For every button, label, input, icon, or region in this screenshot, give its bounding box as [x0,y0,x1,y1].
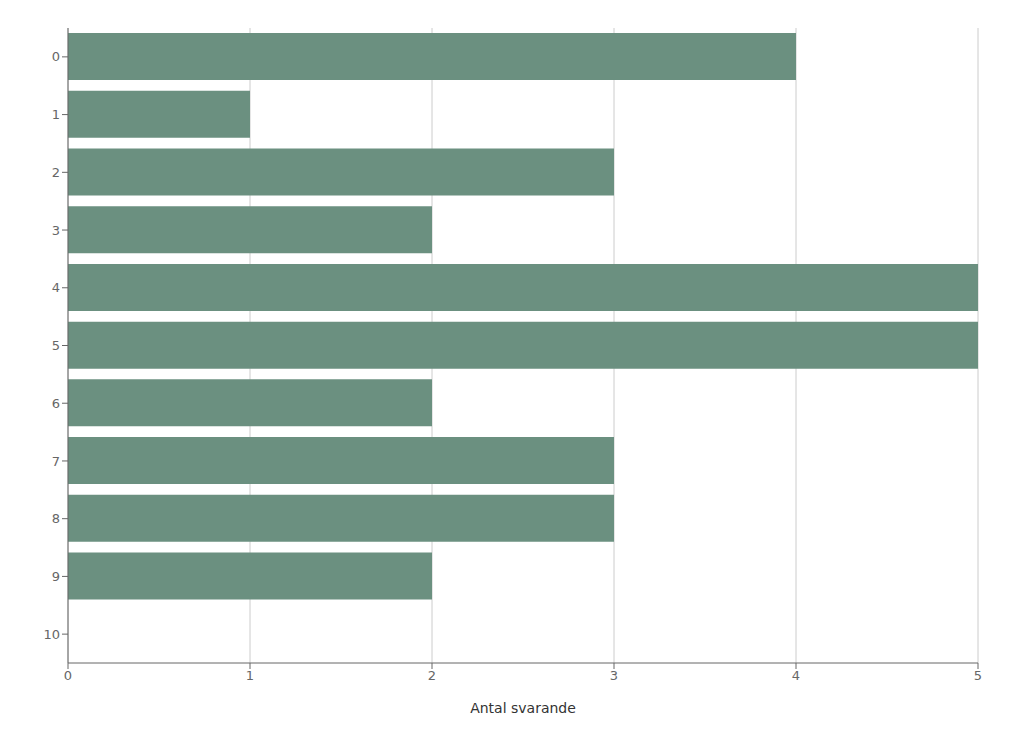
svg-text:5: 5 [974,668,982,683]
svg-text:2: 2 [428,668,436,683]
svg-text:9: 9 [52,569,60,584]
svg-text:4: 4 [792,668,800,683]
svg-text:Antal svarande: Antal svarande [470,700,576,716]
svg-text:2: 2 [52,165,60,180]
svg-text:1: 1 [52,107,60,122]
svg-text:4: 4 [52,280,60,295]
svg-text:3: 3 [52,223,60,238]
svg-text:1: 1 [246,668,254,683]
svg-text:10: 10 [43,627,60,642]
svg-text:8: 8 [52,511,60,526]
svg-text:5: 5 [52,338,60,353]
svg-text:6: 6 [52,396,60,411]
svg-text:0: 0 [52,49,60,64]
svg-text:0: 0 [64,668,72,683]
svg-text:3: 3 [610,668,618,683]
svg-text:7: 7 [52,454,60,469]
